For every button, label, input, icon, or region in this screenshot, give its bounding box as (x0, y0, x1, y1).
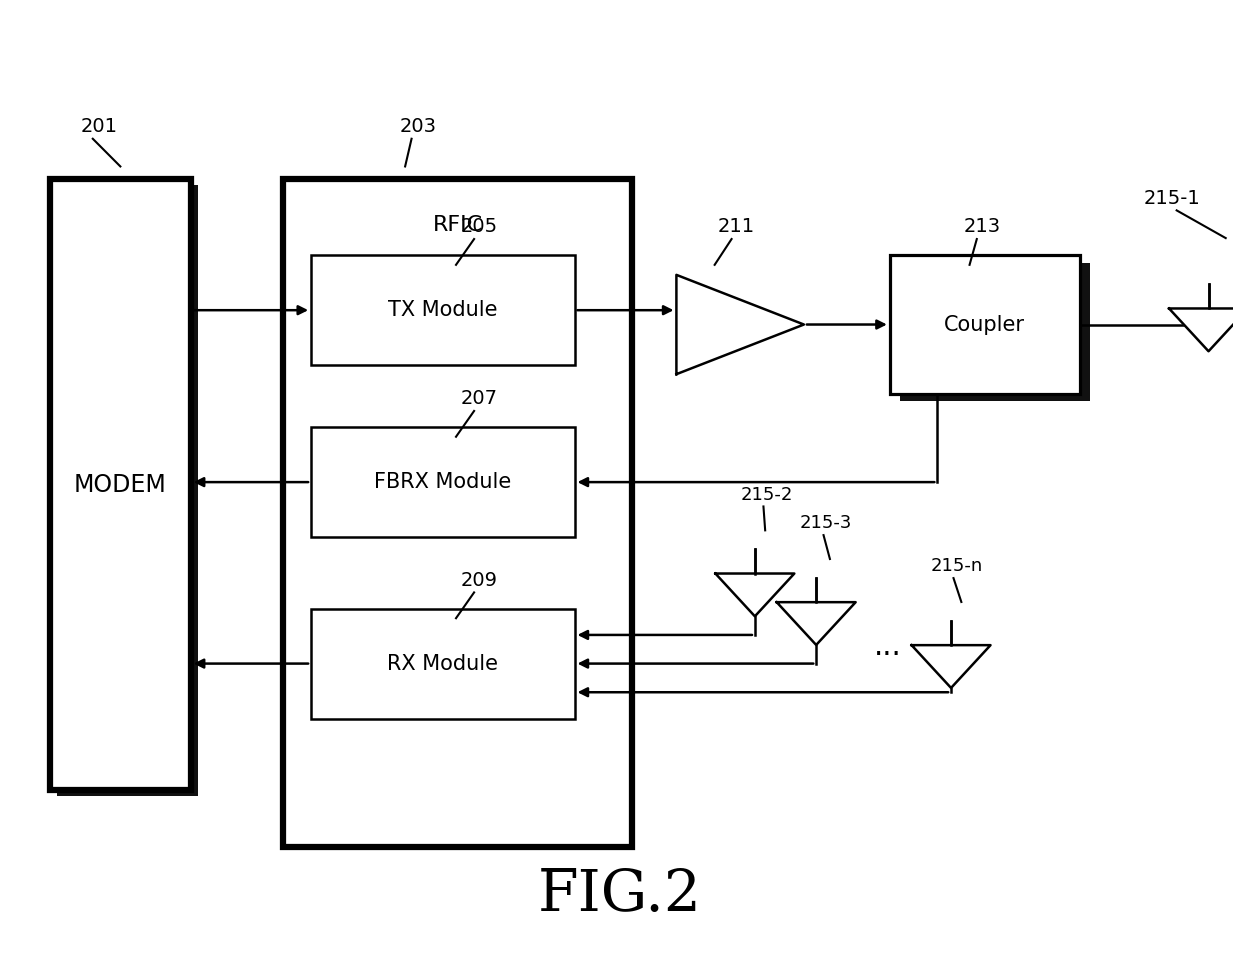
Text: 215-3: 215-3 (800, 515, 852, 532)
Text: 207: 207 (460, 390, 497, 408)
Text: RX Module: RX Module (387, 653, 498, 673)
Text: 215-n: 215-n (931, 557, 983, 576)
FancyBboxPatch shape (311, 255, 574, 365)
Text: ...: ... (873, 633, 901, 661)
Text: 209: 209 (460, 571, 497, 589)
Text: 203: 203 (399, 117, 436, 136)
FancyBboxPatch shape (890, 255, 1080, 393)
Polygon shape (1169, 308, 1240, 351)
Polygon shape (776, 602, 856, 645)
Text: 211: 211 (718, 217, 755, 236)
Text: FBRX Module: FBRX Module (374, 472, 511, 492)
Text: RFIC: RFIC (433, 215, 482, 235)
FancyBboxPatch shape (50, 179, 191, 790)
Polygon shape (911, 645, 991, 688)
Text: MODEM: MODEM (74, 473, 166, 496)
Polygon shape (715, 574, 795, 616)
Text: FIG.2: FIG.2 (538, 867, 702, 923)
Text: 201: 201 (81, 117, 118, 136)
FancyBboxPatch shape (57, 185, 198, 796)
FancyBboxPatch shape (899, 263, 1090, 401)
FancyBboxPatch shape (311, 427, 574, 537)
Text: 215-2: 215-2 (742, 485, 794, 504)
Text: 205: 205 (460, 217, 497, 236)
FancyBboxPatch shape (311, 609, 574, 718)
Polygon shape (676, 275, 804, 374)
Text: 215-1: 215-1 (1143, 189, 1200, 207)
Text: 213: 213 (963, 217, 1001, 236)
FancyBboxPatch shape (283, 179, 632, 848)
Text: TX Module: TX Module (388, 300, 497, 320)
Text: Coupler: Coupler (945, 315, 1025, 334)
